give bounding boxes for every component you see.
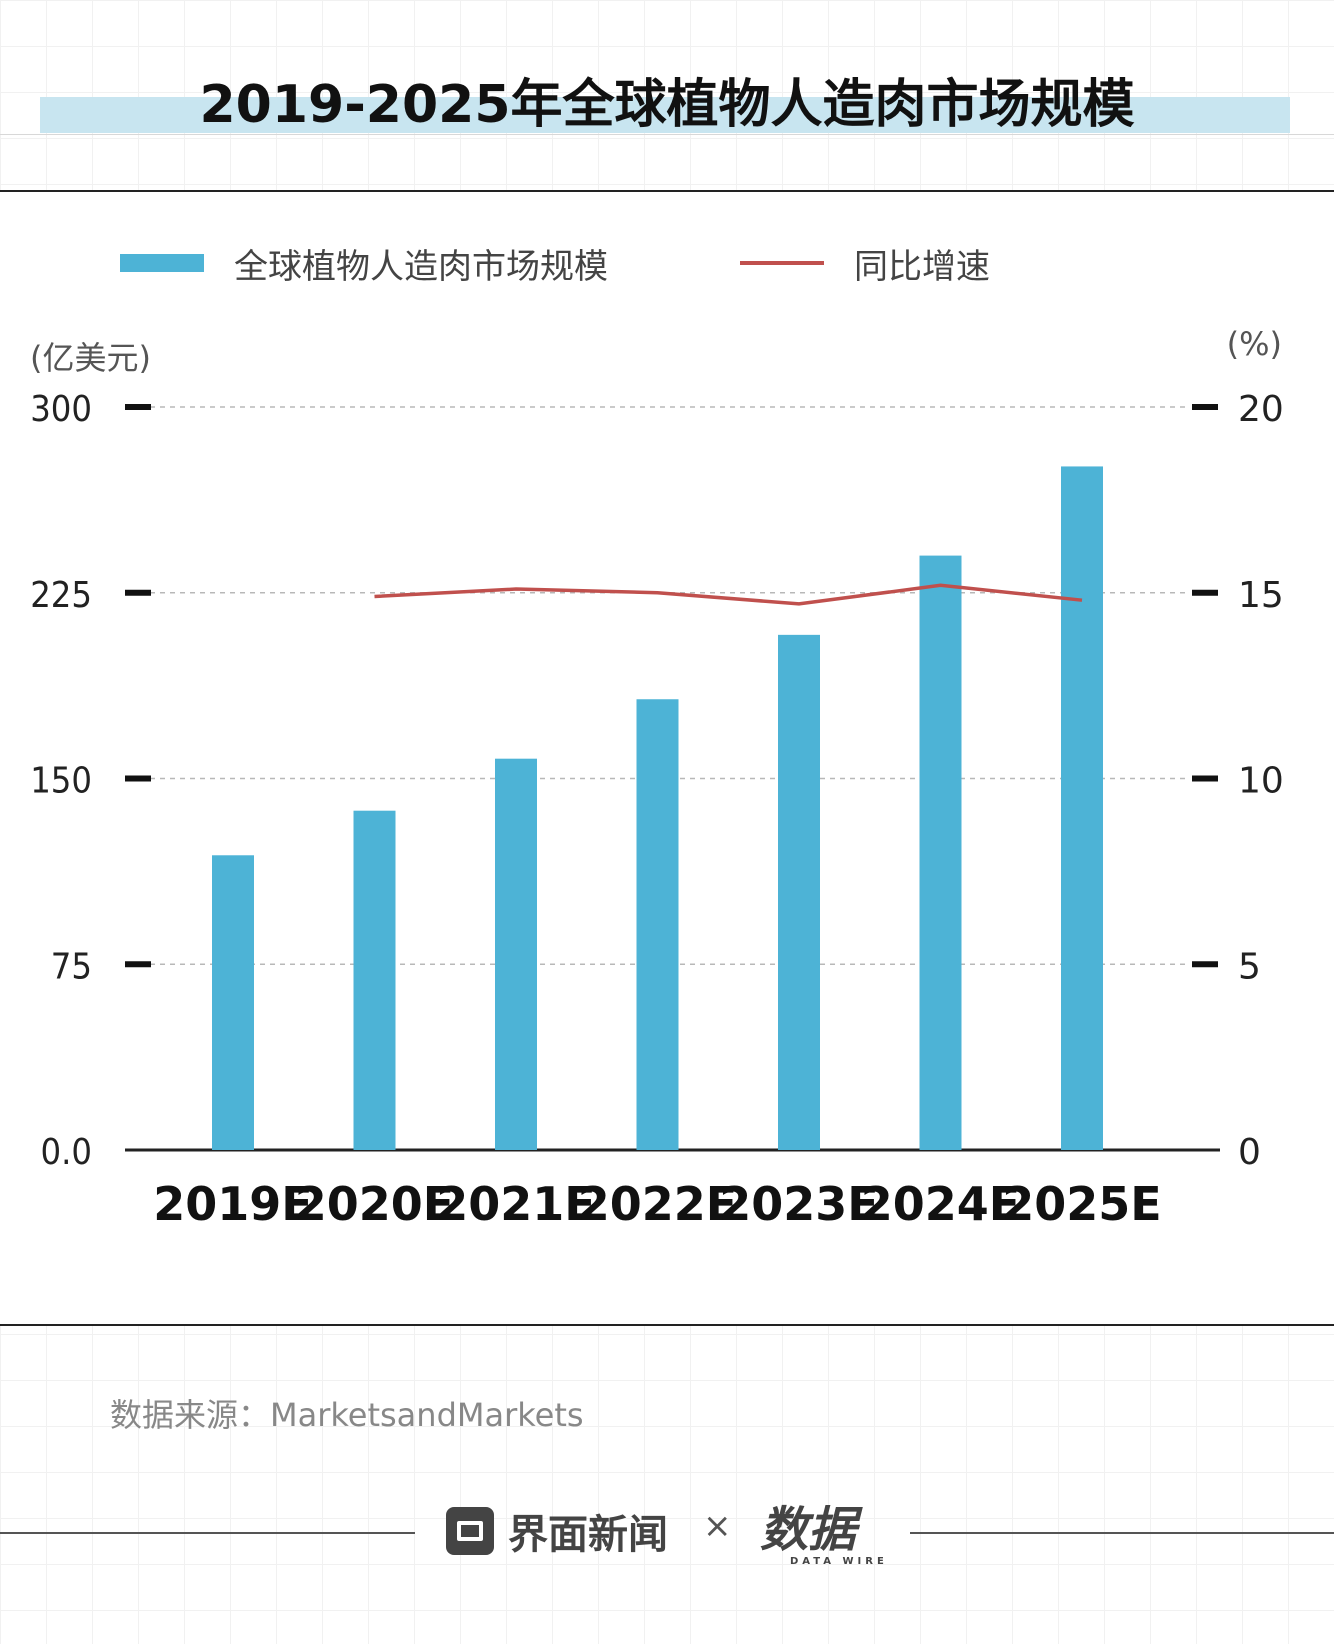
footer-line-left (0, 1532, 415, 1534)
left-tick-label: 75 (51, 946, 92, 987)
left-tick-label: 225 (30, 575, 92, 616)
datawire-logo-text: 数据 (760, 1502, 857, 1558)
title-divider (0, 134, 1334, 135)
right-axis-unit: (%) (1226, 325, 1282, 363)
bar (636, 699, 679, 1150)
footer-brand-name: 界面新闻 (508, 1512, 668, 1558)
datawire-logo-sub: DATA WIRE (790, 1556, 888, 1567)
footer-brand-logo: 界面新闻 (446, 1502, 668, 1560)
growth-line (374, 583, 1083, 606)
footer-separator: × (703, 1506, 732, 1546)
x-tick-label: 2019E (153, 1177, 312, 1231)
bar (1061, 466, 1103, 1150)
right-tick-label: 20 (1238, 389, 1284, 430)
left-tick-label: 0.0 (41, 1132, 93, 1173)
legend-line-label: 同比增速 (854, 246, 990, 287)
footer-line-right (910, 1532, 1334, 1534)
left-axis-unit: (亿美元) (30, 339, 151, 377)
legend-bar-label: 全球植物人造肉市场规模 (234, 246, 608, 287)
title-band (40, 97, 1290, 133)
bar (919, 555, 962, 1150)
right-tick-label: 5 (1238, 946, 1261, 987)
x-tick-label: 2022E (578, 1177, 737, 1231)
bar (353, 810, 396, 1150)
x-tick-label: 2024E (861, 1177, 1020, 1231)
page-title: 2019-2025年全球植物人造肉市场规模 (199, 75, 1135, 135)
x-tick-label: 2025E (1002, 1177, 1161, 1231)
right-tick-label: 0 (1238, 1132, 1261, 1173)
left-tick-label: 300 (30, 389, 92, 430)
x-tick-label: 2023E (719, 1177, 878, 1231)
left-tick-label: 150 (30, 761, 92, 802)
x-tick-label: 2020E (295, 1177, 454, 1231)
legend-bar: 全球植物人造肉市场规模 (120, 238, 608, 288)
datawire-logo: 数据 DATA WIRE (760, 1490, 888, 1567)
legend-line: 同比增速 (740, 238, 990, 288)
right-tick-label: 15 (1238, 575, 1284, 616)
legend-bar-swatch (120, 254, 204, 272)
jiemian-logo-icon (446, 1507, 494, 1555)
bar (778, 634, 820, 1150)
legend-line-swatch (740, 261, 824, 265)
x-tick-label: 2021E (436, 1177, 595, 1231)
right-tick-label: 10 (1238, 761, 1284, 802)
bar (212, 855, 254, 1150)
bar (495, 758, 537, 1150)
source-note: 数据来源：MarketsandMarkets (110, 1396, 584, 1434)
